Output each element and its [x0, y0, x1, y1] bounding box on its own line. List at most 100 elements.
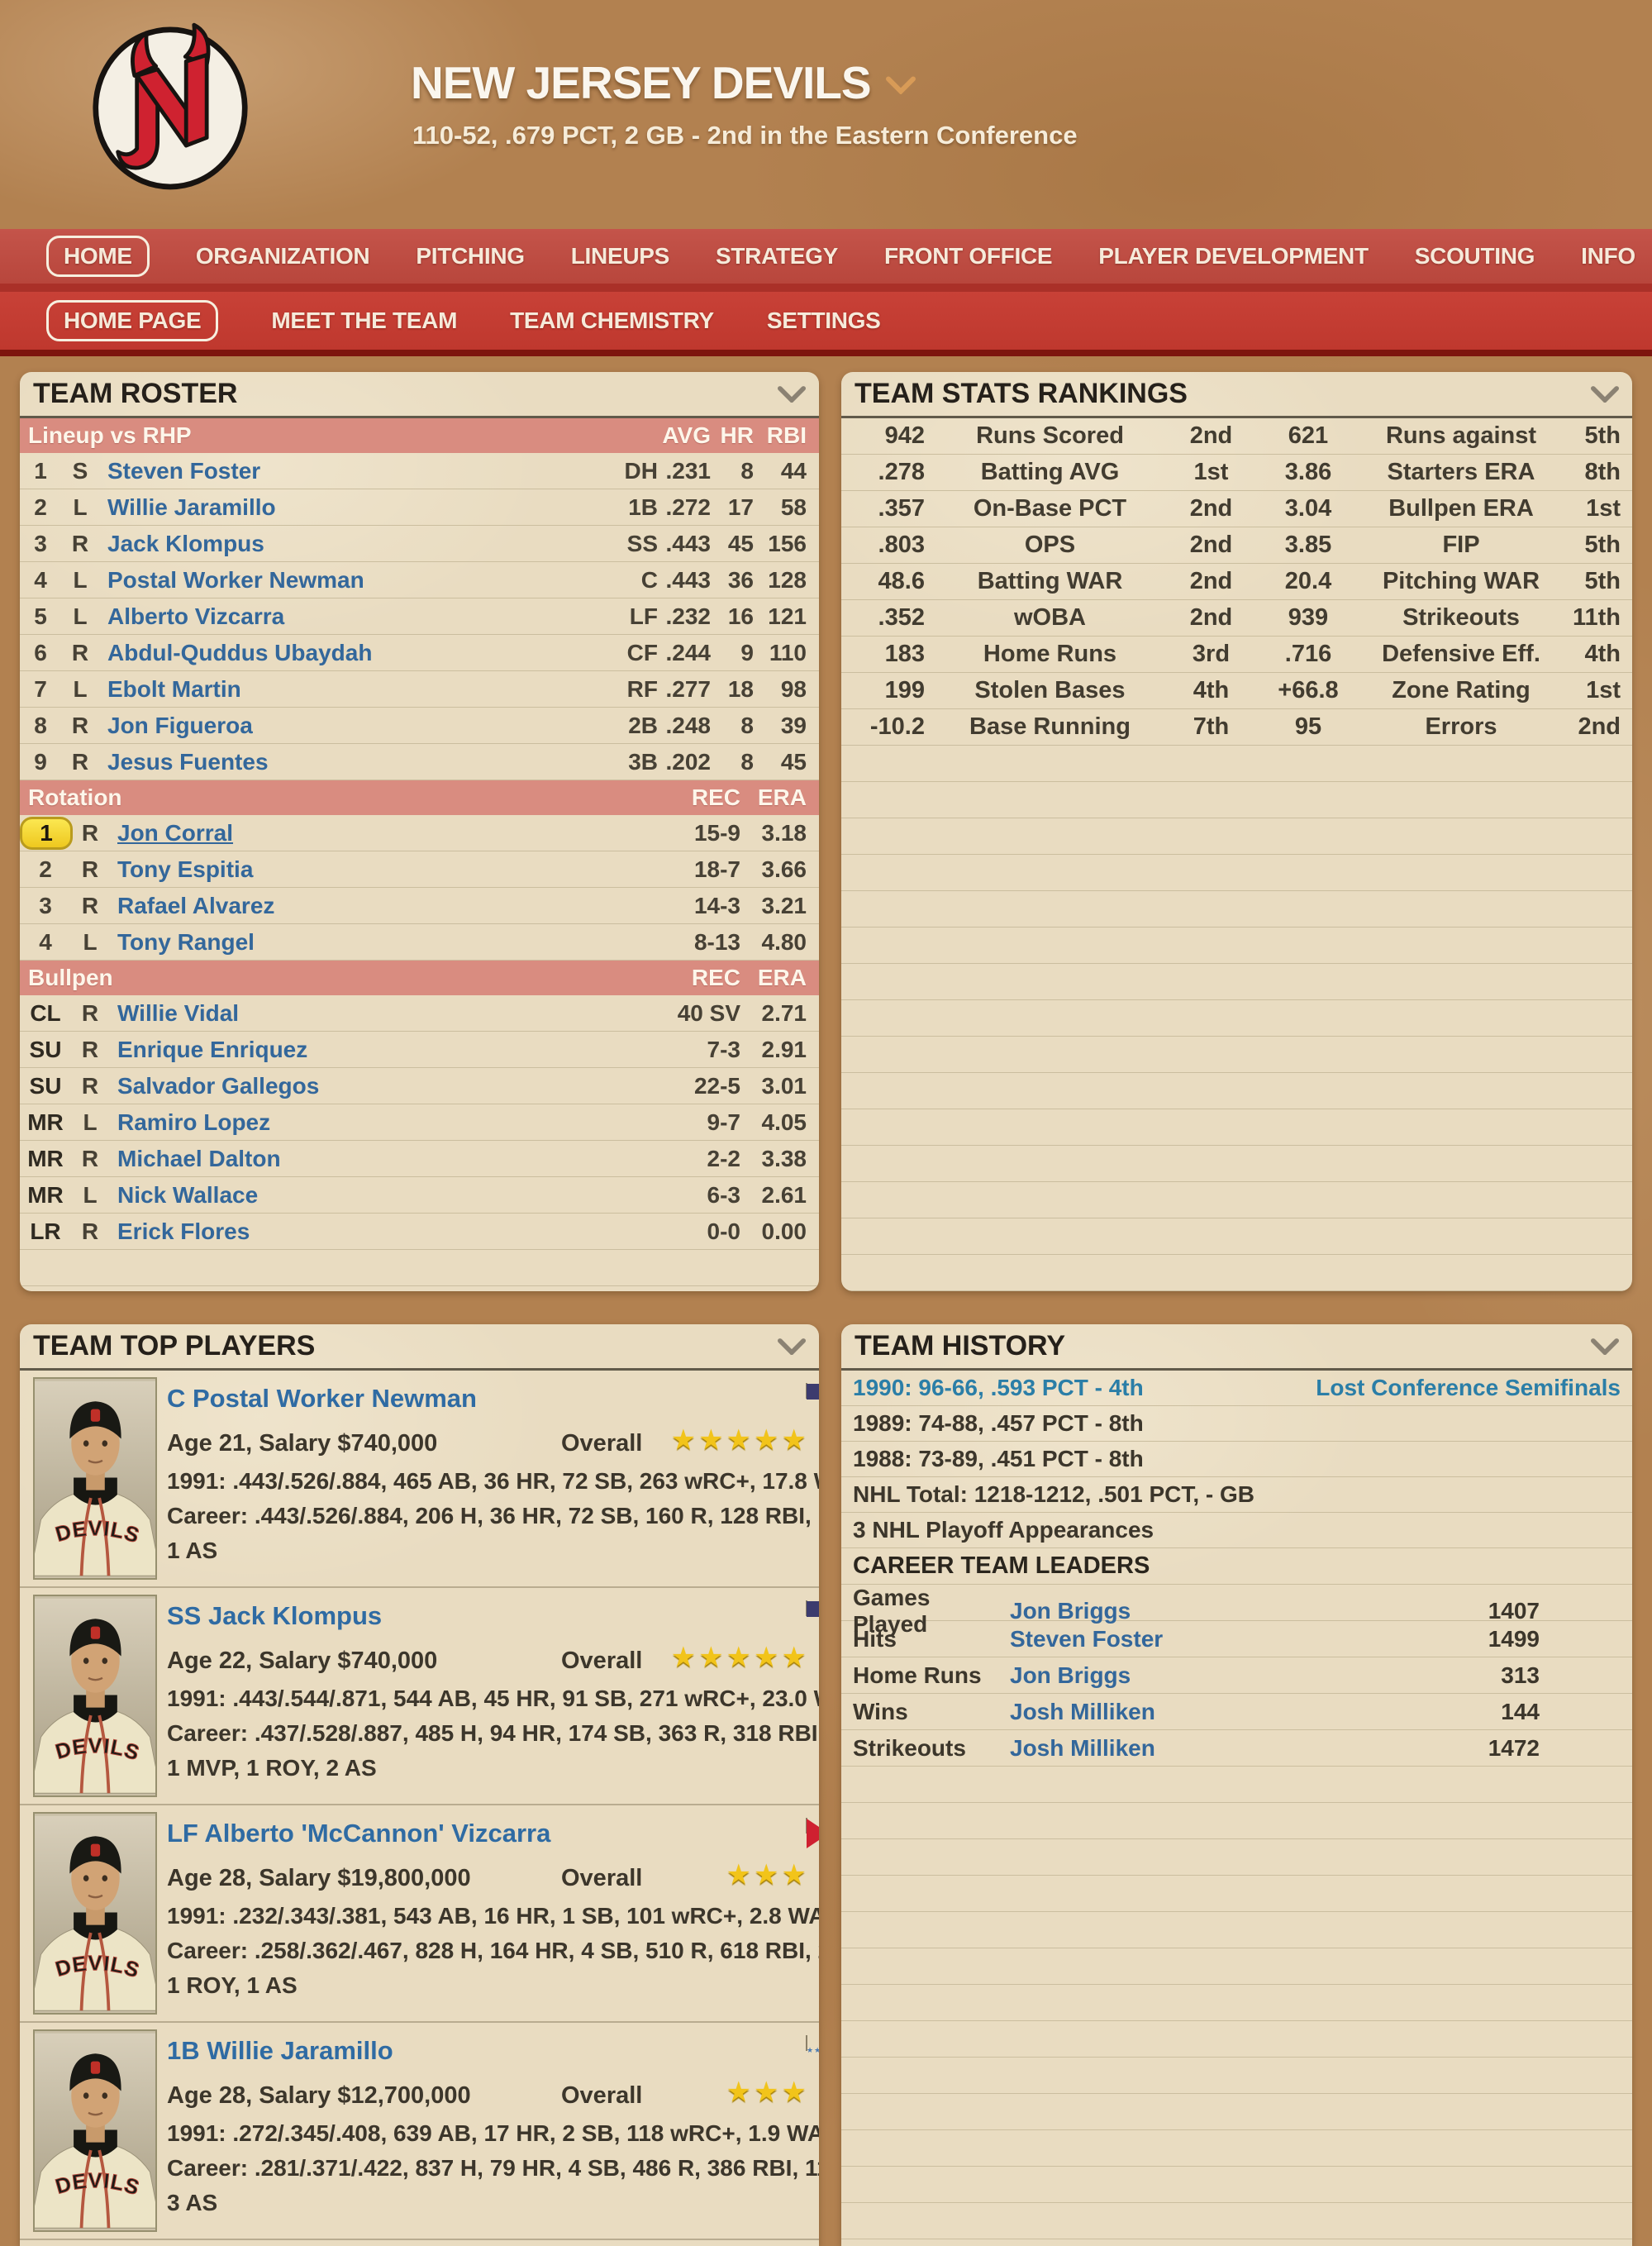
pitcher-handedness: R	[81, 892, 99, 918]
top-player-card: DEVILS SS Jack Klompus Age 22, Salary $7…	[20, 1588, 819, 1805]
main-nav-tab[interactable]: PITCHING	[416, 243, 525, 269]
player-portrait[interactable]: DEVILS	[33, 1595, 157, 1797]
main-nav-tab[interactable]: SCOUTING	[1414, 243, 1535, 269]
player-name-link[interactable]: Ebolt Martin	[107, 675, 241, 702]
record-value: 8-13	[693, 928, 740, 955]
leader-player-link[interactable]: Jon Briggs	[1010, 1662, 1131, 1688]
career-stats-line: Career: .437/.528/.887, 485 H, 94 HR, 17…	[167, 1720, 819, 1746]
leader-value: 144	[1501, 1698, 1540, 1724]
player-portrait[interactable]: DEVILS	[33, 1812, 157, 2015]
lineup-row: 1 S Steven Foster DH .231 8 44	[20, 453, 819, 489]
player-name-link[interactable]: Jon Corral	[117, 819, 234, 846]
player-name-link[interactable]: Nick Wallace	[117, 1181, 259, 1208]
player-name-link[interactable]: Jon Figueroa	[107, 712, 253, 738]
sub-nav-tab[interactable]: SETTINGS	[766, 308, 881, 333]
leader-player-link[interactable]: Josh Milliken	[1010, 1734, 1155, 1761]
player-name-link[interactable]: Postal Worker Newman	[107, 566, 364, 593]
team-selector[interactable]: NEW JERSEY DEVILS	[411, 56, 916, 109]
batter-handedness: L	[73, 566, 88, 593]
stat-label: On-Base PCT	[973, 495, 1127, 522]
top-player-name-link[interactable]: SS Jack Klompus	[167, 1601, 383, 1630]
main-nav-tab[interactable]: ORGANIZATION	[195, 243, 370, 269]
collapse-chevron-icon[interactable]	[1591, 385, 1619, 403]
record-value: 40 SV	[677, 999, 740, 1026]
top-player-name-link[interactable]: 1B Willie Jaramillo	[167, 2036, 393, 2065]
pitcher-handedness: R	[81, 999, 99, 1026]
sub-nav-tab[interactable]: MEET THE TEAM	[271, 308, 458, 333]
player-name-link[interactable]: Steven Foster	[107, 457, 261, 484]
player-name-link[interactable]: Michael Dalton	[117, 1145, 281, 1171]
player-name-link[interactable]: Jack Klompus	[107, 530, 264, 556]
bullpen-role: MR	[27, 1145, 64, 1171]
collapse-chevron-icon[interactable]	[778, 385, 806, 403]
main-nav-tab[interactable]: INFO	[1581, 243, 1635, 269]
player-name-link[interactable]: Rafael Alvarez	[117, 892, 275, 918]
career-leader-rows: Games Played Jon Briggs 1407 Hits Steven…	[841, 1585, 1632, 1767]
stat-value: 3.04	[1284, 495, 1332, 522]
col-header-avg: AVG	[662, 422, 711, 448]
career-leader-row: Strikeouts Josh Milliken 1472	[841, 1730, 1632, 1767]
player-name-link[interactable]: Ramiro Lopez	[117, 1109, 271, 1135]
era-value: 3.01	[761, 1072, 807, 1099]
rbi-value: 98	[780, 675, 807, 702]
main-nav-tab[interactable]: HOME	[46, 236, 150, 277]
sub-nav-tab[interactable]: HOME PAGE	[46, 300, 219, 341]
team-history-panel: TEAM HISTORY 1990: 96-66, .593 PCT - 4th…	[841, 1324, 1632, 2246]
top-player-name-link[interactable]: LF Alberto 'McCannon' Vizcarra	[167, 1819, 551, 1848]
rotation-slot: 3	[20, 893, 71, 919]
main-nav-tab[interactable]: LINEUPS	[570, 243, 670, 269]
player-name-link[interactable]: Erick Flores	[117, 1218, 250, 1244]
stat-value: 95	[1294, 713, 1322, 740]
record-value: 15-9	[693, 819, 740, 846]
collapse-chevron-icon[interactable]	[1591, 1338, 1619, 1356]
bullpen-role: SU	[29, 1072, 62, 1099]
player-name-link[interactable]: Alberto Vizcarra	[107, 603, 285, 629]
batting-order-number: 6	[34, 639, 47, 665]
avg-value: .231	[665, 457, 712, 484]
record-value: 0-0	[707, 1218, 740, 1244]
lineup-bar-label: Lineup vs RHP	[28, 422, 192, 448]
bullpen-bar-label: Bullpen	[28, 965, 113, 990]
awards-line: 1 MVP, 1 ROY, 2 AS	[167, 1755, 377, 1781]
main-nav-tab[interactable]: FRONT OFFICE	[883, 243, 1053, 269]
stat-label: Errors	[1425, 713, 1497, 740]
stat-rank: 2nd	[1189, 495, 1233, 522]
col-header-rbi: RBI	[766, 422, 807, 448]
leader-player-link[interactable]: Jon Briggs	[1010, 1598, 1131, 1624]
bullpen-role: CL	[30, 999, 61, 1026]
team-dropdown-chevron-icon[interactable]	[885, 76, 916, 98]
player-name-link[interactable]: Willie Jaramillo	[107, 494, 276, 520]
career-leader-row: Wins Josh Milliken 144	[841, 1694, 1632, 1730]
top-player-name-link[interactable]: C Postal Worker Newman	[167, 1384, 477, 1413]
stat-rank: 5th	[1584, 568, 1621, 594]
main-nav-tab[interactable]: STRATEGY	[716, 243, 838, 269]
leader-stat-label: Strikeouts	[853, 1734, 966, 1761]
rbi-value: 128	[768, 566, 807, 593]
player-portrait[interactable]: DEVILS	[33, 2029, 157, 2232]
stats-row: 942 Runs Scored 2nd 621 Runs against 5th	[841, 418, 1632, 455]
age-salary-line: Age 22, Salary $740,000	[167, 1648, 438, 1674]
player-name-link[interactable]: Willie Vidal	[117, 999, 240, 1026]
player-name-link[interactable]: Enrique Enriquez	[117, 1036, 308, 1062]
lineup-section-bar: Lineup vs RHP AVG HR RBI	[20, 418, 819, 453]
bullpen-role: LR	[30, 1218, 61, 1244]
sub-nav-tab[interactable]: TEAM CHEMISTRY	[510, 308, 714, 333]
collapse-chevron-icon[interactable]	[778, 1338, 806, 1356]
lineup-row: 6 R Abdul-Quddus Ubaydah CF .244 9 110	[20, 635, 819, 671]
stat-label: FIP	[1442, 532, 1480, 558]
nav-bottom-border	[0, 350, 1652, 356]
player-portrait[interactable]: DEVILS	[33, 1377, 157, 1580]
era-value: 3.21	[761, 892, 807, 918]
player-name-link[interactable]: Salvador Gallegos	[117, 1072, 320, 1099]
player-name-link[interactable]: Tony Espitia	[117, 856, 254, 882]
career-leaders-title: CAREER TEAM LEADERS	[841, 1548, 1632, 1585]
leader-player-link[interactable]: Steven Foster	[1010, 1625, 1164, 1652]
player-name-link[interactable]: Jesus Fuentes	[107, 748, 269, 775]
leader-player-link[interactable]: Josh Milliken	[1010, 1698, 1155, 1724]
pitcher-handedness: R	[81, 856, 99, 882]
rbi-value: 39	[780, 712, 807, 738]
player-name-link[interactable]: Abdul-Quddus Ubaydah	[107, 639, 373, 665]
player-name-link[interactable]: Tony Rangel	[117, 928, 255, 955]
main-nav-tab[interactable]: PLAYER DEVELOPMENT	[1098, 243, 1369, 269]
